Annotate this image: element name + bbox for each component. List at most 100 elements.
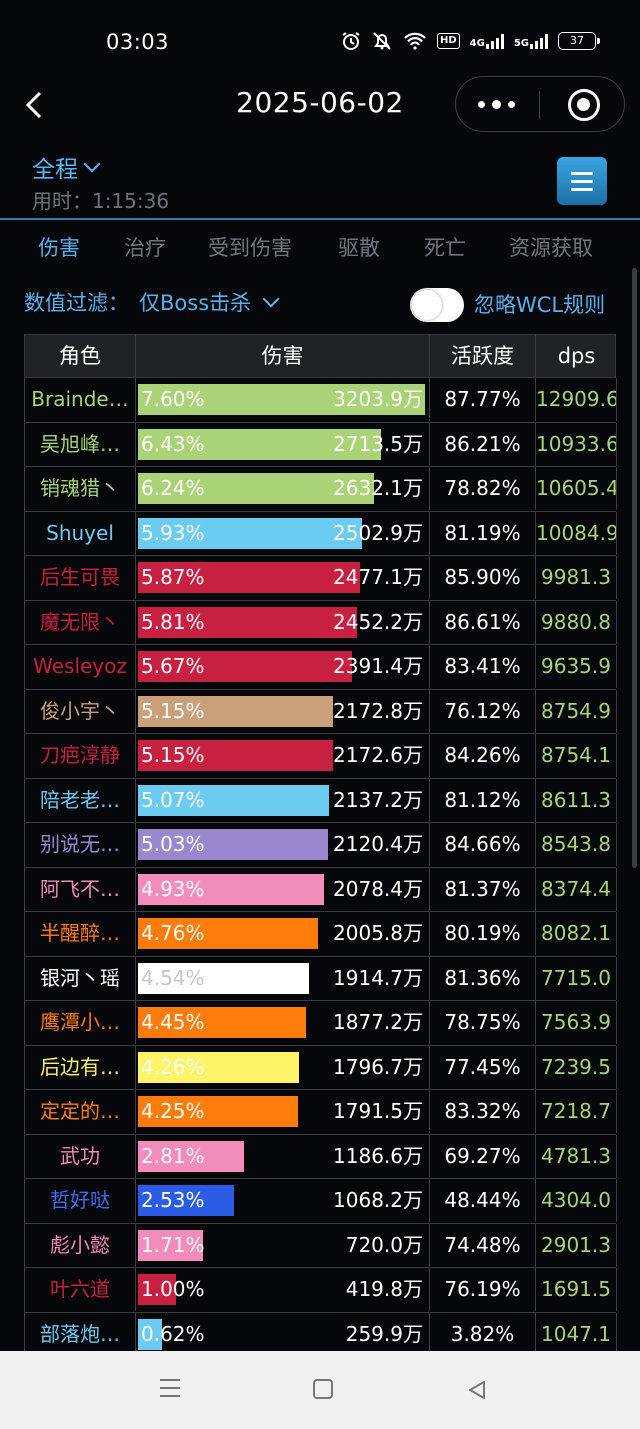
- damage-amount: 3203.9万: [333, 387, 423, 411]
- player-name[interactable]: 哲好哒: [25, 1179, 136, 1222]
- damage-percent: 0.62%: [141, 1321, 205, 1346]
- dps-value: 10933.6: [536, 422, 617, 466]
- chevron-down-icon: [83, 155, 101, 173]
- status-icons: HD 4G 5G 37: [341, 31, 600, 51]
- dps-value: 2901.3: [536, 1223, 617, 1267]
- player-name[interactable]: Wesleyoz: [25, 645, 136, 688]
- range-selector[interactable]: 全程: [32, 150, 101, 184]
- home-icon[interactable]: [313, 1379, 333, 1399]
- table-row[interactable]: 吴旭峰… 6.43% 2713.5万 86.21% 10933.6: [24, 422, 617, 467]
- activity-value: 83.41%: [430, 645, 536, 688]
- hamburger-menu-icon[interactable]: [557, 157, 607, 205]
- damage-amount: 2713.5万: [333, 431, 423, 456]
- tab-healing[interactable]: 治疗: [124, 236, 166, 260]
- table-row[interactable]: 销魂猎丶 6.24% 2632.1万 78.82% 10605.4: [24, 467, 617, 512]
- table-row[interactable]: 魔无限丶 5.81% 2452.2万 86.61% 9880.8: [24, 600, 617, 645]
- table-row[interactable]: 别说无… 5.03% 2120.4万 84.66% 8543.8: [24, 823, 617, 868]
- table-row[interactable]: 半醒醉… 4.76% 2005.8万 80.19% 8082.1: [24, 912, 617, 957]
- player-name[interactable]: 陪老老…: [25, 778, 136, 822]
- damage-bar: [138, 1096, 298, 1127]
- damage-cell: 1.71% 720.0万: [136, 1223, 430, 1267]
- dps-value: 8082.1: [536, 912, 617, 955]
- table-row[interactable]: 银河丶瑶 4.54% 1914.7万 81.36% 7715.0: [24, 956, 617, 1001]
- table-row[interactable]: 武功 2.81% 1186.6万 69.27% 4781.3: [24, 1134, 617, 1179]
- target-close-icon[interactable]: [568, 89, 600, 121]
- table-row[interactable]: 陪老老… 5.07% 2137.2万 81.12% 8611.3: [24, 778, 617, 823]
- chevron-left-icon[interactable]: [22, 90, 48, 120]
- player-name[interactable]: 银河丶瑶: [25, 956, 136, 1000]
- player-name[interactable]: 魔无限丶: [25, 600, 136, 644]
- player-name[interactable]: 部落炮…: [25, 1312, 136, 1356]
- damage-cell: 0.62% 259.9万: [136, 1312, 430, 1356]
- header-damage[interactable]: 伤害: [136, 335, 430, 377]
- table-row[interactable]: 刀疤淳静 5.15% 2172.6万 84.26% 8754.1: [24, 734, 617, 779]
- player-name[interactable]: 俊小宇丶: [25, 689, 136, 733]
- recents-icon[interactable]: [160, 1379, 180, 1397]
- dps-value: 8754.1: [536, 734, 617, 777]
- player-name[interactable]: 叶六道: [25, 1268, 136, 1311]
- activity-value: 76.19%: [430, 1268, 536, 1311]
- damage-bar: [138, 606, 357, 638]
- header-activity[interactable]: 活跃度: [430, 335, 536, 377]
- tab-death[interactable]: 死亡: [424, 236, 466, 260]
- tab-resources[interactable]: 资源获取: [509, 236, 593, 260]
- activity-value: 81.37%: [430, 867, 536, 911]
- player-name[interactable]: 后边有…: [25, 1045, 136, 1089]
- tab-damage[interactable]: 伤害: [38, 236, 80, 260]
- damage-percent: 4.54%: [141, 965, 205, 990]
- player-name[interactable]: 定定的…: [25, 1090, 136, 1133]
- damage-bar: [138, 1051, 299, 1083]
- damage-bar: [138, 1140, 244, 1172]
- tab-damage-taken[interactable]: 受到伤害: [208, 236, 292, 260]
- damage-amount: 2502.9万: [333, 520, 423, 545]
- player-name[interactable]: 彪小懿: [25, 1223, 136, 1267]
- use-time: 用时：1:15:36: [32, 189, 170, 213]
- damage-bar: [138, 740, 333, 771]
- signal-4g-icon: 4G: [470, 33, 504, 49]
- player-name[interactable]: Brainde…: [25, 378, 136, 421]
- dps-value: 7563.9: [536, 1001, 617, 1044]
- table-row[interactable]: Wesleyoz 5.67% 2391.4万 83.41% 9635.9: [24, 645, 617, 690]
- damage-cell: 6.43% 2713.5万: [136, 422, 430, 466]
- player-name[interactable]: Shuyel: [25, 511, 136, 555]
- table-row[interactable]: 部落炮… 0.62% 259.9万 3.82% 1047.1: [24, 1312, 617, 1357]
- damage-amount: 1186.6万: [333, 1143, 423, 1168]
- table-row[interactable]: 后边有… 4.26% 1796.7万 77.45% 7239.5: [24, 1045, 617, 1090]
- table-row[interactable]: Shuyel 5.93% 2502.9万 81.19% 10084.9: [24, 511, 617, 556]
- more-dots-icon[interactable]: [478, 100, 515, 109]
- header-role[interactable]: 角色: [25, 335, 136, 377]
- player-name[interactable]: 后生可畏: [25, 556, 136, 599]
- dps-value: 10605.4: [536, 467, 617, 510]
- player-name[interactable]: 鹰潭小…: [25, 1001, 136, 1044]
- player-name[interactable]: 阿飞不…: [25, 867, 136, 911]
- player-name[interactable]: 吴旭峰…: [25, 422, 136, 466]
- ignore-wcl-toggle[interactable]: [410, 288, 464, 322]
- table-row[interactable]: 后生可畏 5.87% 2477.1万 85.90% 9981.3: [24, 556, 617, 601]
- player-name[interactable]: 半醒醉…: [25, 912, 136, 955]
- table-row[interactable]: 定定的… 4.25% 1791.5万 83.32% 7218.7: [24, 1090, 617, 1135]
- tab-dispel[interactable]: 驱散: [338, 236, 380, 260]
- table-row[interactable]: Brainde… 7.60% 3203.9万 87.77% 12909.6: [24, 378, 617, 423]
- table-row[interactable]: 鹰潭小… 4.45% 1877.2万 78.75% 7563.9: [24, 1001, 617, 1046]
- back-triangle-icon[interactable]: [466, 1379, 488, 1401]
- header-dps[interactable]: dps: [557, 344, 596, 368]
- table-row[interactable]: 阿飞不… 4.93% 2078.4万 81.37% 8374.4: [24, 867, 617, 912]
- table-row[interactable]: 叶六道 1.00% 419.8万 76.19% 1691.5: [24, 1268, 617, 1313]
- table-row[interactable]: 俊小宇丶 5.15% 2172.8万 76.12% 8754.9: [24, 689, 617, 734]
- scrollbar[interactable]: [632, 268, 637, 868]
- mute-bell-icon: [373, 32, 391, 50]
- value-filter[interactable]: 数值过滤： 仅Boss击杀: [24, 287, 280, 317]
- player-name[interactable]: 别说无…: [25, 823, 136, 866]
- damage-bar: [138, 1007, 306, 1038]
- damage-amount: 1914.7万: [333, 965, 423, 990]
- activity-value: 78.82%: [430, 467, 536, 510]
- table-row[interactable]: 哲好哒 2.53% 1068.2万 48.44% 4304.0: [24, 1179, 617, 1224]
- player-name[interactable]: 武功: [25, 1134, 136, 1178]
- player-name[interactable]: 刀疤淳静: [25, 734, 136, 777]
- dps-value: 9981.3: [536, 556, 617, 599]
- table-row[interactable]: 彪小懿 1.71% 720.0万 74.48% 2901.3: [24, 1223, 617, 1268]
- ignore-wcl-label: 忽略WCL规则: [474, 293, 606, 317]
- player-name[interactable]: 销魂猎丶: [25, 467, 136, 510]
- damage-bar: [138, 918, 318, 949]
- damage-percent: 5.07%: [141, 787, 205, 812]
